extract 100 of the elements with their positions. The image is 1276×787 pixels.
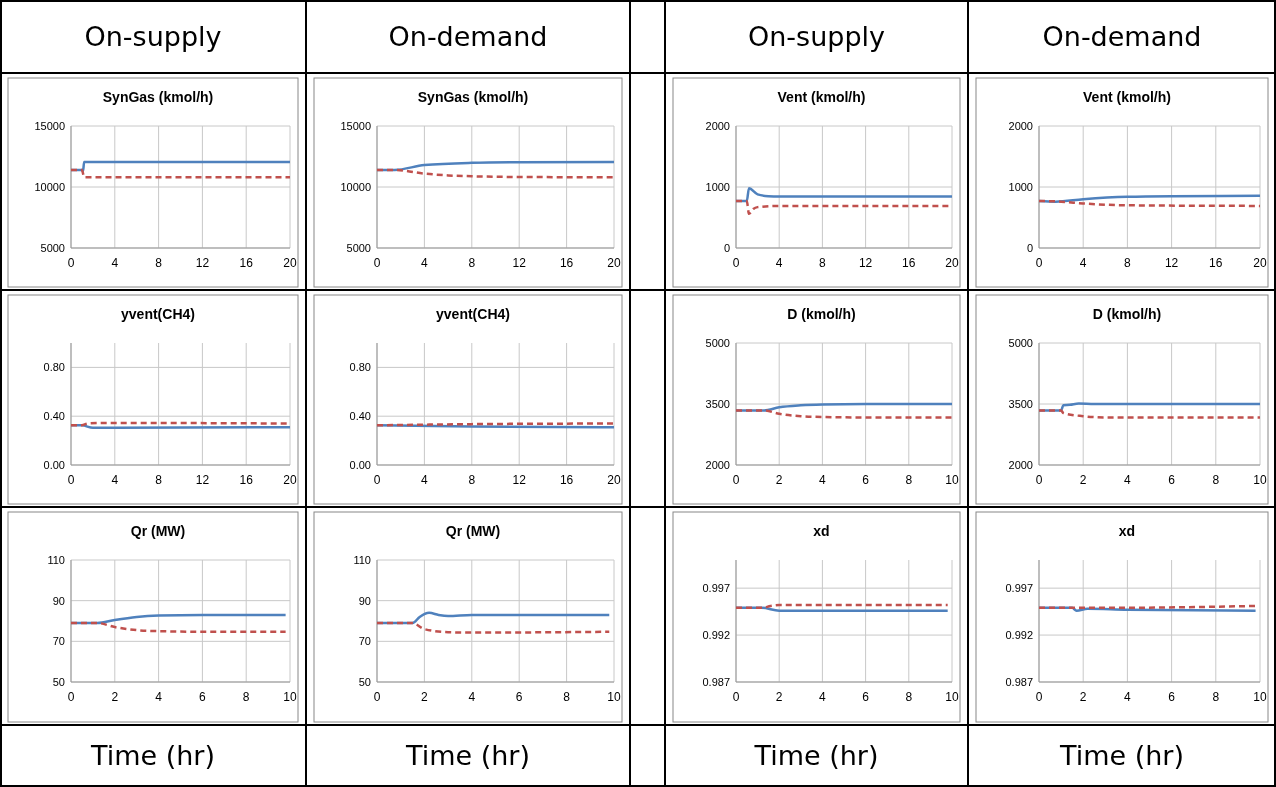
x-tick-label: 16	[1209, 256, 1223, 270]
x-tick-label: 8	[155, 473, 163, 487]
text: On-demand	[1042, 20, 1202, 52]
x-tick-label: 16	[559, 256, 574, 270]
y-tick-label: 0.00	[349, 459, 371, 471]
x-tick-label: 10	[1253, 690, 1267, 704]
chart-title: xd	[813, 523, 830, 539]
text: On-demand	[388, 20, 548, 52]
x-tick-label: 12	[195, 473, 210, 487]
chart-title: yvent(CH4)	[121, 306, 195, 322]
y-tick-label: 90	[52, 594, 65, 607]
x-tick-label: 0	[1035, 256, 1043, 270]
y-tick-label: 10000	[34, 181, 65, 193]
x-tick-label: 4	[1124, 690, 1132, 704]
y-tick-label: 70	[358, 635, 371, 648]
y-tick-label: 5000	[1008, 337, 1033, 349]
x-tick-label: 4	[819, 473, 827, 487]
y-tick-label: 0.40	[349, 410, 371, 423]
chart-title: xd	[1118, 523, 1136, 539]
x-tick-label: 16	[559, 473, 574, 487]
x-tick-label: 6	[1168, 473, 1176, 487]
x-tick-label: 8	[1212, 473, 1220, 487]
y-tick-label: 0	[1026, 242, 1033, 254]
y-tick-label: 70	[52, 635, 65, 648]
x-tick-label: 2	[1079, 690, 1087, 704]
chart-title: D (kmol/h)	[787, 306, 856, 322]
x-tick-label: 4	[111, 256, 119, 270]
x-tick-label: 8	[905, 473, 913, 487]
y-tick-label: 2000	[705, 459, 730, 471]
chart-title: D (kmol/h)	[1092, 306, 1162, 322]
x-tick-label: 0	[732, 256, 740, 270]
y-tick-label: 2000	[1008, 459, 1033, 471]
x-tick-label: 4	[1124, 473, 1132, 487]
y-tick-label: 2000	[705, 120, 730, 132]
x-tick-label: 6	[1168, 690, 1176, 704]
chart-title: yvent(CH4)	[436, 306, 510, 322]
x-tick-label: 2	[1079, 473, 1087, 487]
x-tick-label: 4	[468, 690, 476, 704]
y-tick-label: 3500	[705, 398, 730, 410]
x-tick-label: 12	[512, 473, 527, 487]
y-tick-label: 0.997	[1005, 582, 1033, 595]
text: Time (hr)	[405, 740, 530, 771]
x-tick-label: 4	[1079, 256, 1087, 270]
x-tick-label: 16	[902, 256, 916, 270]
x-tick-label: 4	[421, 256, 429, 270]
x-tick-label: 20	[945, 256, 959, 270]
y-tick-label: 0.992	[702, 629, 730, 642]
chart-title: SynGas (kmol/h)	[417, 89, 529, 105]
x-tick-label: 6	[862, 473, 870, 487]
x-tick-label: 4	[421, 473, 429, 487]
text: On-supply	[84, 20, 222, 52]
text: Time (hr)	[753, 740, 879, 771]
y-tick-label: 0.987	[702, 676, 730, 688]
x-tick-label: 2	[111, 690, 119, 704]
x-tick-label: 8	[563, 690, 571, 704]
y-tick-label: 5000	[705, 337, 730, 349]
x-tick-label: 8	[155, 256, 163, 270]
x-tick-label: 0	[67, 690, 75, 704]
x-tick-label: 10	[945, 473, 959, 487]
x-tick-label: 2	[775, 473, 783, 487]
x-tick-label: 20	[607, 256, 621, 270]
line-series	[375, 168, 616, 179]
y-tick-label: 0.987	[1005, 676, 1033, 688]
x-tick-label: 10	[607, 690, 621, 704]
x-tick-label: 12	[858, 256, 873, 270]
y-tick-label: 3500	[1008, 398, 1033, 410]
y-tick-label: 50	[52, 676, 65, 688]
x-tick-label: 0	[373, 473, 381, 487]
x-tick-label: 6	[515, 690, 523, 704]
x-tick-label: 4	[111, 473, 119, 487]
x-tick-label: 4	[775, 256, 783, 270]
x-tick-label: 8	[819, 256, 827, 270]
x-tick-label: 12	[195, 256, 210, 270]
y-tick-label: 0.992	[1005, 629, 1033, 642]
x-tick-label: 8	[468, 256, 476, 270]
y-tick-label: 0.80	[349, 361, 371, 374]
text: Time (hr)	[90, 740, 215, 771]
x-tick-label: 20	[283, 473, 297, 487]
chart-title: Vent (kmol/h)	[777, 89, 866, 105]
x-tick-label: 6	[862, 690, 870, 704]
y-tick-label: 0.80	[43, 361, 65, 374]
chart-title: SynGas (kmol/h)	[102, 89, 214, 105]
y-tick-label: 0.40	[43, 410, 65, 423]
x-tick-label: 8	[1124, 256, 1132, 270]
y-tick-label: 0.997	[702, 582, 730, 595]
x-tick-label: 10	[1253, 473, 1267, 487]
chart-title: Qr (MW)	[130, 523, 186, 539]
line-series	[69, 621, 287, 634]
y-tick-label: 50	[358, 676, 371, 688]
y-tick-label: 1000	[1008, 181, 1033, 193]
text: Time (hr)	[1059, 740, 1184, 771]
x-tick-label: 4	[155, 690, 163, 704]
x-tick-label: 4	[819, 690, 827, 704]
x-tick-label: 20	[607, 473, 621, 487]
y-tick-label: 5000	[346, 242, 371, 254]
x-tick-label: 6	[199, 690, 207, 704]
x-tick-label: 0	[67, 256, 75, 270]
y-tick-label: 15000	[34, 120, 65, 132]
x-tick-label: 8	[1212, 690, 1220, 704]
x-tick-label: 12	[512, 256, 527, 270]
